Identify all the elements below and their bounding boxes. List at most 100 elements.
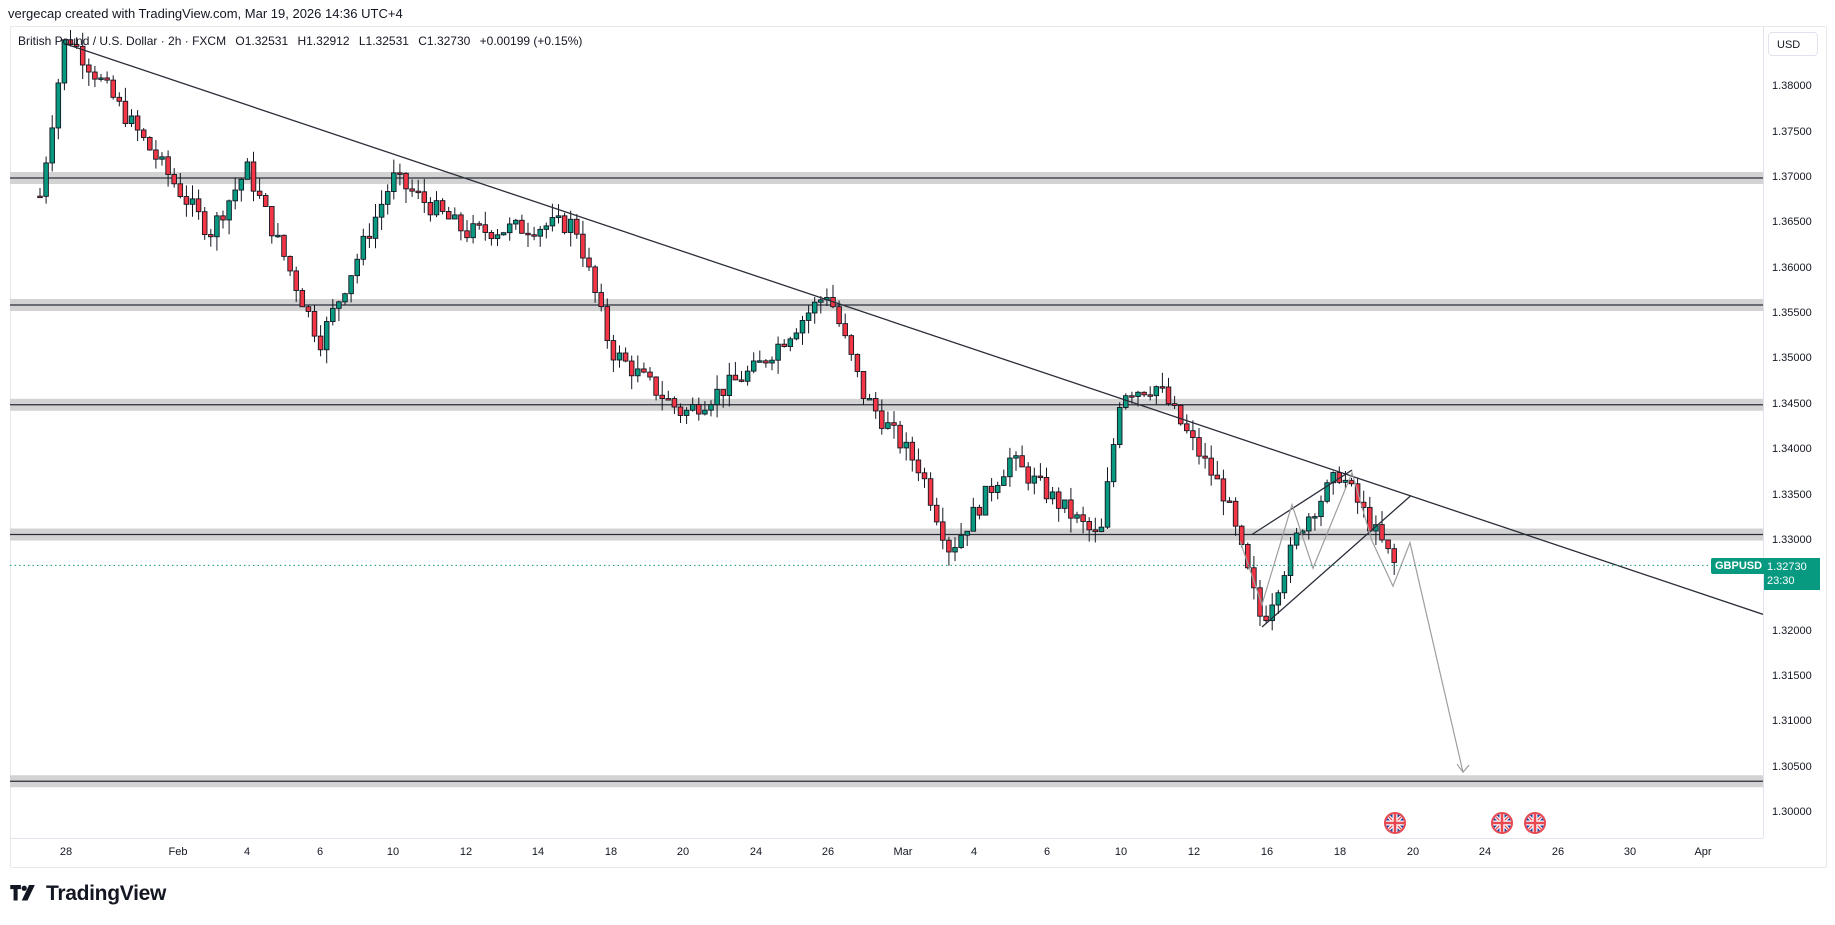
- candle-down: [1232, 500, 1239, 527]
- candle-down: [586, 257, 592, 268]
- candle-down: [1068, 499, 1074, 519]
- candle-down: [37, 195, 43, 199]
- candle-up: [384, 191, 391, 205]
- candle-down: [1141, 391, 1147, 396]
- candle-up: [226, 200, 232, 221]
- candle-down: [1220, 478, 1227, 502]
- candle-up: [1098, 526, 1105, 533]
- candle-down: [171, 173, 177, 185]
- candle-down: [628, 360, 635, 377]
- uk-flag-event-icon[interactable]: [1524, 812, 1546, 834]
- candle-down: [421, 191, 428, 203]
- channel-lower-line: [1261, 495, 1412, 628]
- candle-down: [1214, 474, 1221, 480]
- candle-down: [409, 188, 415, 192]
- candle-up: [714, 388, 720, 406]
- candle-up: [1031, 475, 1038, 484]
- candle-up: [982, 485, 989, 516]
- candle-up: [494, 234, 501, 240]
- uk-flag-event-icon[interactable]: [1384, 812, 1406, 834]
- candle-up: [1135, 391, 1141, 397]
- time-tick: 6: [316, 846, 324, 858]
- candle-down: [1080, 514, 1086, 522]
- candle-down: [976, 506, 983, 516]
- candle-down: [140, 129, 147, 138]
- candle-down: [262, 195, 269, 207]
- price-tick: 1.31500: [1772, 669, 1812, 682]
- candle-down: [183, 196, 190, 205]
- candle-down: [1251, 567, 1257, 589]
- chart-frame: [10, 26, 1827, 868]
- candle-down: [73, 43, 80, 47]
- candle-down: [439, 200, 446, 212]
- price-tick: 1.34000: [1772, 443, 1812, 456]
- candle-up: [500, 232, 507, 236]
- time-tick: 12: [459, 846, 473, 858]
- candle-up: [244, 161, 251, 180]
- candle-up: [513, 219, 519, 225]
- candle-up: [818, 299, 824, 303]
- symbol-description[interactable]: British Pound / U.S. Dollar · 2h · FXCM: [18, 34, 227, 48]
- candle-down: [1184, 423, 1190, 432]
- price-tick: 1.31000: [1772, 715, 1812, 728]
- candle-down: [610, 340, 617, 361]
- tradingview-logo[interactable]: TradingView: [10, 882, 166, 906]
- candle-up: [958, 534, 964, 549]
- time-tick: 28: [59, 846, 73, 858]
- candle-down: [293, 270, 299, 291]
- projection-arrow-head-icon: [1456, 763, 1470, 774]
- candle-down: [250, 161, 257, 192]
- candle-down: [220, 215, 226, 221]
- candle-up: [964, 530, 970, 536]
- symbol-price-tag: GBPUSD: [1711, 558, 1767, 574]
- candle-down: [677, 406, 684, 416]
- plot-area[interactable]: [10, 30, 1763, 788]
- ohlc-low: L1.32531: [358, 34, 409, 48]
- tradingview-logo-icon: [10, 885, 35, 901]
- candle-down: [580, 233, 586, 259]
- candle-down: [671, 398, 678, 408]
- price-tick: 1.35500: [1772, 307, 1812, 320]
- candle-down: [488, 232, 495, 240]
- candle-up: [336, 301, 342, 309]
- candle-up: [683, 409, 690, 416]
- candle-down: [427, 202, 434, 216]
- chart-caption: vergecap created with TradingView.com, M…: [8, 6, 403, 21]
- candle-up: [354, 258, 360, 277]
- candle-up: [769, 359, 775, 364]
- candle-down: [1019, 455, 1025, 468]
- candle-up: [43, 162, 49, 197]
- candle-up: [1299, 530, 1306, 534]
- uk-flag-event-icon[interactable]: [1491, 812, 1513, 834]
- candle-down: [720, 388, 726, 396]
- candle-up: [372, 216, 379, 239]
- bar-countdown: 23:30: [1767, 575, 1795, 587]
- currency-button[interactable]: USD: [1768, 32, 1818, 56]
- candle-up: [1110, 444, 1117, 483]
- time-tick: 30: [1623, 846, 1637, 858]
- candle-up: [799, 319, 806, 334]
- candle-up: [238, 178, 245, 191]
- time-tick: 26: [821, 846, 835, 858]
- candle-down: [1385, 539, 1391, 550]
- candle-up: [159, 156, 165, 160]
- price-tick: 1.38000: [1772, 80, 1812, 93]
- candle-down: [1159, 386, 1166, 389]
- candle-up: [1281, 575, 1288, 594]
- channel-upper-line: [1251, 469, 1353, 536]
- time-axis[interactable]: [10, 838, 1763, 867]
- current-price-tag: 1.32730 23:30: [1764, 558, 1820, 590]
- candle-up: [1001, 476, 1007, 486]
- candle-up: [750, 360, 757, 372]
- candle-down: [781, 343, 787, 347]
- candle-up: [378, 203, 385, 218]
- candle-up: [757, 360, 763, 363]
- candle-down: [738, 379, 745, 382]
- price-tick: 1.36500: [1772, 216, 1812, 229]
- candle-down: [79, 45, 86, 66]
- candle-up: [708, 404, 714, 411]
- candle-down: [1092, 529, 1099, 533]
- candle-down: [177, 183, 184, 197]
- price-axis[interactable]: [1763, 26, 1826, 838]
